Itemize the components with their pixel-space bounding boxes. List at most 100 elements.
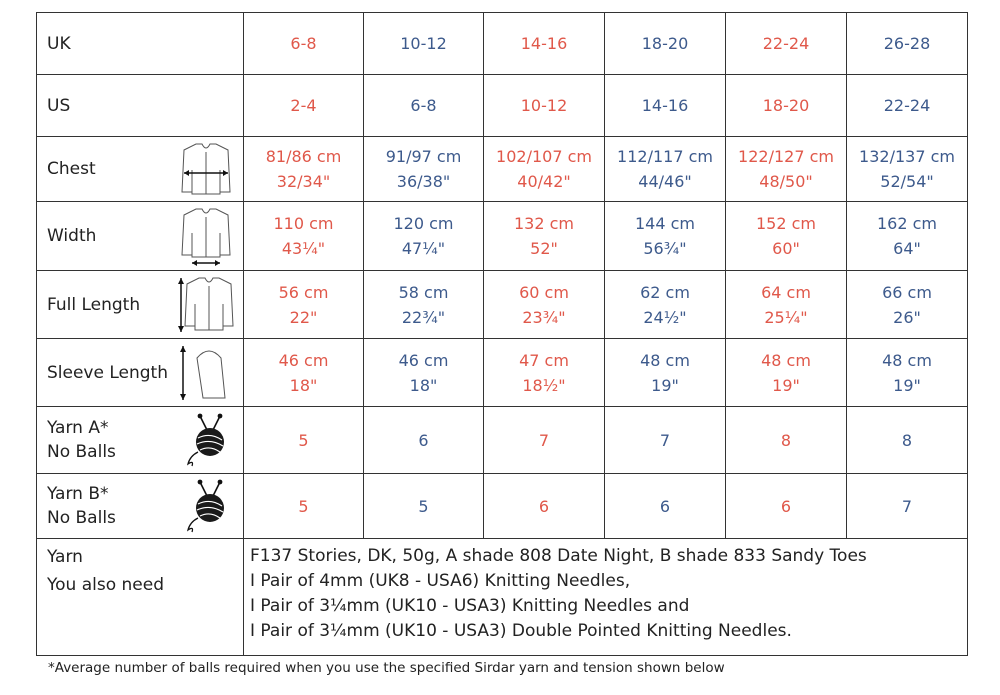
sleeve-cell: 48 cm 19" [846, 338, 968, 407]
sleeve-in: 19" [651, 375, 679, 395]
width-cell: 110 cm 43¼" [243, 201, 364, 271]
yarn-b-balls: 6 [604, 473, 726, 539]
yarn-a-balls: 7 [483, 406, 605, 474]
label-yarn-a: Yarn A* No Balls [47, 416, 175, 464]
chest-in: 48/50" [759, 172, 813, 191]
label-yarn-b-line2: No Balls [47, 508, 116, 528]
width-cell: 162 cm 64" [846, 201, 968, 271]
yarn-b-balls: 6 [725, 473, 847, 539]
length-cell: 56 cm 22" [243, 270, 364, 339]
chest-cm: 102/107 cm [496, 147, 592, 166]
length-cell: 66 cm 26" [846, 270, 968, 339]
needles-line: I Pair of 4mm (UK8 - USA6) Knitting Need… [250, 571, 631, 591]
width-in: 43¼" [281, 239, 326, 258]
chest-in: 40/42" [517, 172, 571, 191]
width-cm: 144 cm [634, 214, 695, 233]
label-yarn-b-line1: Yarn B* [47, 484, 109, 504]
label-yarn-a-line2: No Balls [47, 442, 116, 462]
uk-size: 22-24 [725, 12, 847, 75]
sleeve-in: 19" [772, 375, 800, 395]
width-cell: 144 cm 56¾" [604, 201, 726, 271]
chest-cm: 81/86 cm [265, 147, 342, 166]
yarn-ball-needles-icon [175, 475, 237, 537]
sleeve-cell: 47 cm 18½" [483, 338, 605, 407]
sleeve-cell: 46 cm 18" [243, 338, 364, 407]
uk-size: 10-12 [363, 12, 484, 75]
us-size: 10-12 [483, 74, 605, 137]
uk-size: 14-16 [483, 12, 605, 75]
label-yarn: Yarn [47, 547, 83, 567]
label-cell-yarn-b: Yarn B* No Balls [36, 473, 244, 539]
chest-cell: 122/127 cm 48/50" [725, 136, 847, 202]
sleeve-cell: 46 cm 18" [363, 338, 484, 407]
row-yarn-info: Yarn You also need F137 Stories, DK, 50g… [36, 538, 968, 656]
row-chest: Chest 81/86 cm 32/34" 91/97 cm 36/38" 102/… [36, 136, 968, 202]
chest-cell: 91/97 cm 36/38" [363, 136, 484, 202]
row-yarn-a: Yarn A* No Balls 5 6 7 7 8 8 [36, 406, 968, 474]
width-cm: 120 cm [393, 214, 454, 233]
label-yarn-a-line1: Yarn A* [47, 418, 109, 438]
length-in: 24½" [643, 307, 687, 327]
chest-cm: 91/97 cm [385, 147, 462, 166]
us-size: 14-16 [604, 74, 726, 137]
width-in: 47¼" [401, 239, 446, 258]
size-table: UK 6-8 10-12 14-16 18-20 22-24 26-28 US … [36, 12, 968, 656]
needles-line: I Pair of 3¼mm (UK10 - USA3) Knitting Ne… [250, 596, 690, 616]
length-cell: 62 cm 24½" [604, 270, 726, 339]
info-text-cell: F137 Stories, DK, 50g, A shade 808 Date … [243, 538, 968, 656]
yarn-a-balls: 8 [725, 406, 847, 474]
yarn-a-balls: 8 [846, 406, 968, 474]
chest-cell: 102/107 cm 40/42" [483, 136, 605, 202]
footnote: *Average number of balls required when y… [48, 660, 725, 676]
yarn-b-balls: 6 [483, 473, 605, 539]
length-cell: 60 cm 23¾" [483, 270, 605, 339]
chest-in: 36/38" [396, 172, 451, 191]
sleeve-length-measure-icon [175, 342, 237, 404]
chest-cm: 132/137 cm [859, 147, 955, 166]
label-cell-sleeve-length: Sleeve Length [36, 338, 244, 407]
chest-in: 32/34" [276, 172, 331, 191]
sleeve-cm: 47 cm [519, 350, 569, 370]
length-cm: 66 cm [882, 282, 932, 302]
yarn-a-balls: 7 [604, 406, 726, 474]
uk-size: 18-20 [604, 12, 726, 75]
label-width: Width [47, 226, 97, 246]
label-cell-width: Width [36, 201, 244, 271]
yarn-a-balls: 6 [363, 406, 484, 474]
chest-in: 52/54" [880, 172, 934, 191]
width-in: 60" [772, 239, 800, 258]
sleeve-cm: 46 cm [278, 350, 329, 370]
row-sleeve-length: Sleeve Length 46 cm 18" 46 cm 18" 47 cm 18½… [36, 338, 968, 407]
chest-cell: 81/86 cm 32/34" [243, 136, 364, 202]
label-cell-chest: Chest [36, 136, 244, 202]
sleeve-cm: 48 cm [882, 350, 932, 370]
us-size: 18-20 [725, 74, 847, 137]
length-cm: 56 cm [278, 282, 329, 302]
uk-size: 6-8 [243, 12, 364, 75]
row-width: Width 110 cm 43¼" 120 cm 47¼" 132 cm 52" 14… [36, 201, 968, 271]
label-uk: UK [36, 12, 244, 75]
sleeve-cm: 48 cm [761, 350, 811, 370]
sleeve-in: 18" [289, 375, 318, 395]
label-cell-yarn-a: Yarn A* No Balls [36, 406, 244, 474]
width-in: 52" [530, 239, 558, 258]
length-in: 26" [893, 307, 921, 327]
cardigan-chest-measure-icon [175, 138, 237, 200]
chest-in: 44/46" [638, 172, 692, 191]
sleeve-cm: 46 cm [398, 350, 449, 370]
width-cm: 162 cm [876, 214, 937, 233]
uk-size: 26-28 [846, 12, 968, 75]
width-cm: 132 cm [513, 214, 574, 233]
row-full-length: Full Length 56 cm 22" 58 cm 22¾" 60 cm 23¾"… [36, 270, 968, 339]
width-cm: 110 cm [273, 214, 334, 233]
width-cell: 132 cm 52" [483, 201, 605, 271]
length-cell: 64 cm 25¼" [725, 270, 847, 339]
width-cell: 152 cm 60" [725, 201, 847, 271]
length-in: 22¾" [401, 307, 446, 327]
sleeve-cell: 48 cm 19" [725, 338, 847, 407]
sleeve-in: 19" [893, 375, 921, 395]
sleeve-cm: 48 cm [640, 350, 690, 370]
chest-cell: 112/117 cm 44/46" [604, 136, 726, 202]
length-in: 25¼" [764, 307, 808, 327]
label-chest: Chest [47, 159, 96, 179]
